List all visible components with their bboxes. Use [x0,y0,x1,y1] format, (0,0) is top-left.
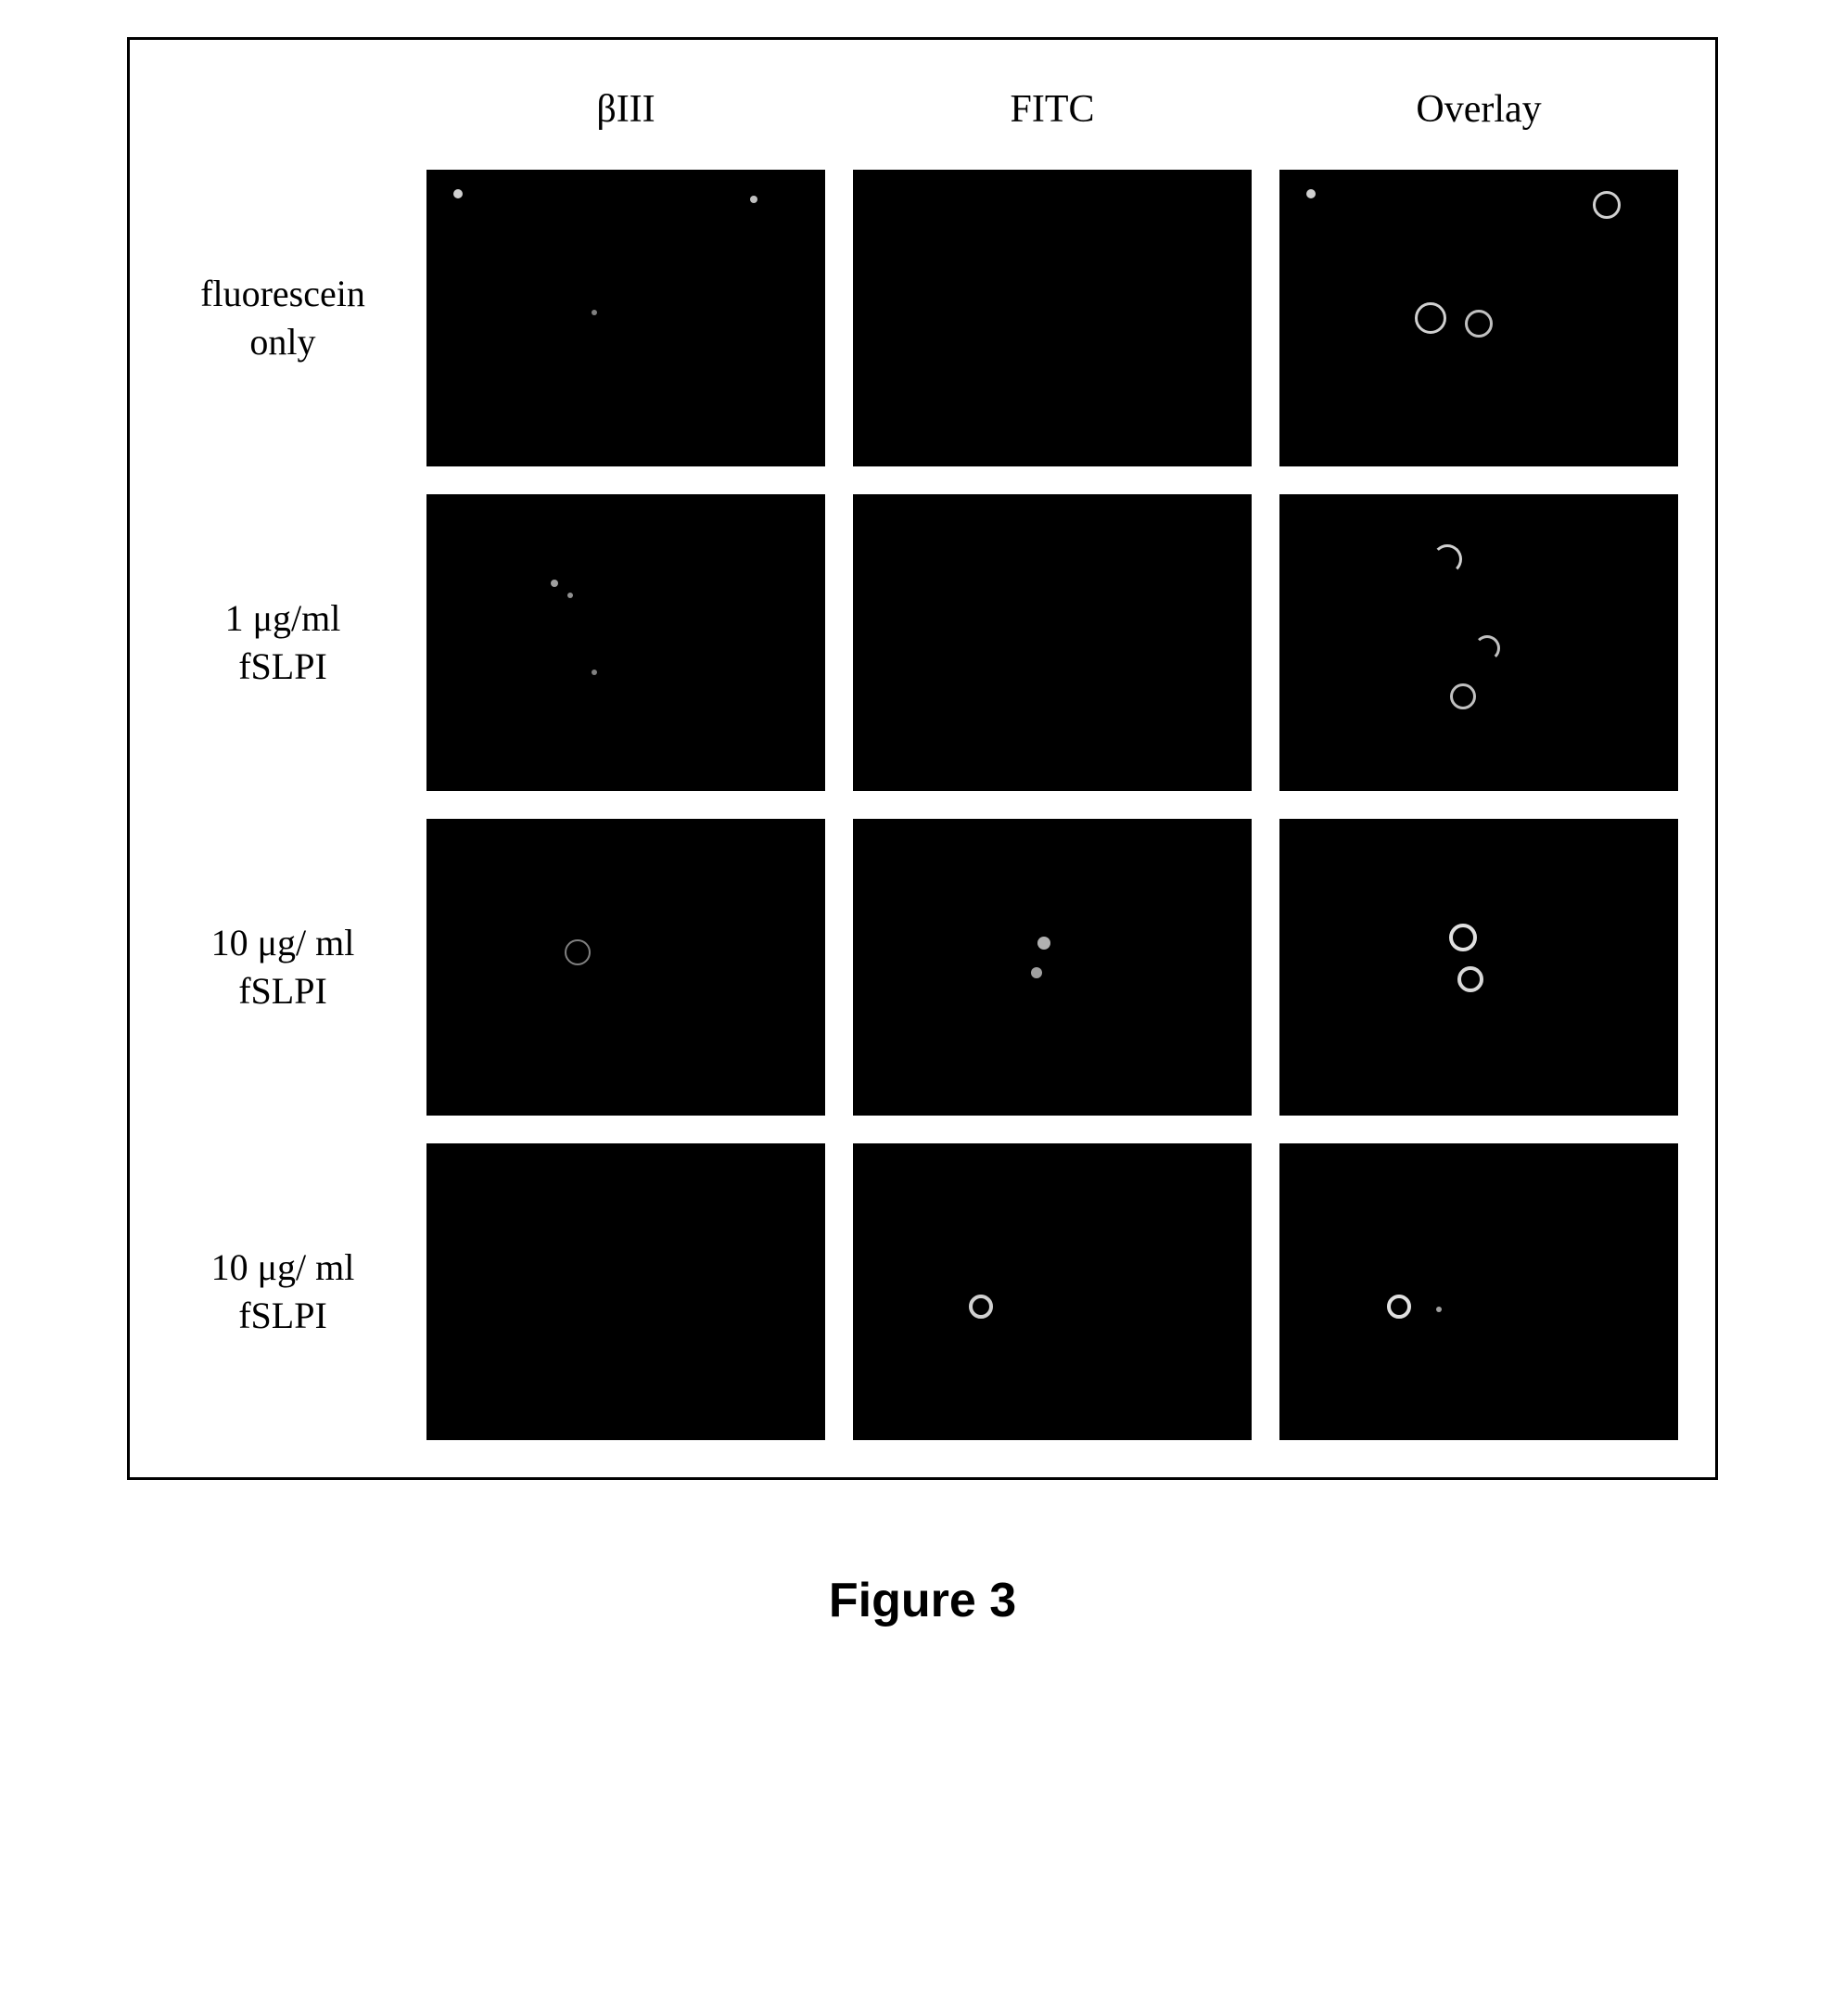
signal-shape [1449,924,1477,951]
signal-shape [453,189,463,198]
row-label-1: 1 μg/mlfSLPI [167,494,399,791]
signal-shape [592,310,597,315]
microscopy-image-r2-c0 [426,819,825,1116]
microscopy-image-r1-c2 [1279,494,1678,791]
row-label-0: fluoresceinonly [167,170,399,466]
col-header-2: FITC [853,77,1252,142]
microscopy-image-r1-c0 [426,494,825,791]
signal-shape [1457,966,1483,992]
signal-shape [1387,1295,1411,1319]
signal-shape [750,196,757,203]
signal-shape [1593,191,1621,219]
signal-shape [1465,310,1493,338]
microscopy-image-r2-c1 [853,819,1252,1116]
signal-shape [567,593,573,598]
col-header-1: βIII [426,77,825,142]
figure-caption: Figure 3 [829,1573,1016,1628]
row-label-2: 10 μg/ mlfSLPI [167,819,399,1116]
signal-shape [551,580,558,587]
signal-shape [1450,683,1476,709]
microscopy-image-r3-c2 [1279,1143,1678,1440]
figure-container: βIII FITC Overlay fluoresceinonly 1 μg/ml… [37,37,1808,1628]
grid-corner [167,77,399,142]
signal-shape [1436,1307,1442,1312]
signal-shape [1031,967,1042,978]
signal-shape [969,1295,993,1319]
microscopy-image-r2-c2 [1279,819,1678,1116]
signal-shape [1474,635,1500,661]
signal-shape [1037,937,1050,950]
signal-shape [565,939,591,965]
signal-shape [1306,189,1316,198]
col-header-3: Overlay [1279,77,1678,142]
signal-shape [1415,302,1446,334]
microscopy-image-r0-c2 [1279,170,1678,466]
microscopy-image-r0-c1 [853,170,1252,466]
signal-shape [1432,544,1462,574]
image-grid: βIII FITC Overlay fluoresceinonly 1 μg/ml… [127,37,1718,1480]
row-label-3: 10 μg/ mlfSLPI [167,1143,399,1440]
microscopy-image-r0-c0 [426,170,825,466]
signal-shape [592,670,597,675]
microscopy-image-r3-c1 [853,1143,1252,1440]
microscopy-image-r3-c0 [426,1143,825,1440]
microscopy-image-r1-c1 [853,494,1252,791]
